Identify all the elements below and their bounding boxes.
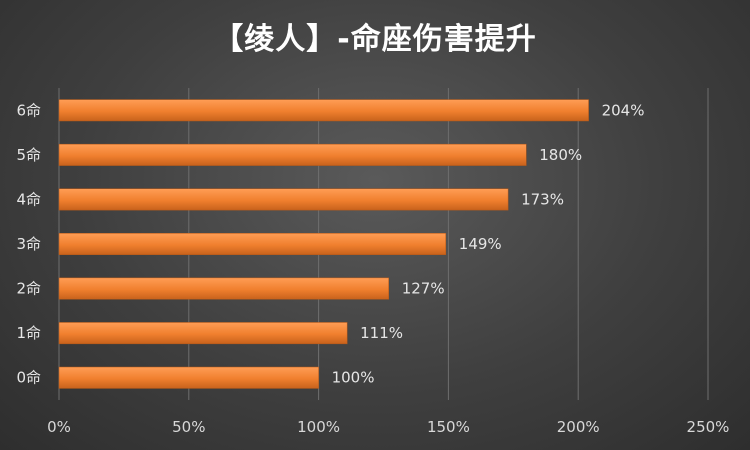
category-label: 3命 [16, 235, 41, 253]
value-label: 149% [459, 235, 502, 253]
x-tick-label: 0% [47, 418, 71, 436]
category-label: 1命 [16, 324, 41, 342]
category-label: 0命 [16, 369, 41, 387]
bar [58, 277, 389, 300]
x-tick-label: 200% [557, 418, 600, 436]
x-tick-label: 250% [687, 418, 730, 436]
category-label: 2命 [16, 280, 41, 298]
x-tick-label: 100% [297, 418, 340, 436]
x-tick-label: 150% [427, 418, 470, 436]
value-label: 173% [521, 190, 564, 208]
value-label: 127% [402, 280, 445, 298]
value-label: 111% [360, 324, 403, 342]
x-tick-label: 50% [172, 418, 205, 436]
bar [58, 233, 447, 255]
bar [58, 366, 319, 389]
chart-title: 【绫人】-命座伤害提升 [213, 22, 537, 57]
bar [58, 143, 527, 166]
value-label: 100% [332, 369, 375, 387]
value-label: 180% [539, 146, 582, 164]
bar [58, 99, 589, 122]
category-label: 5命 [16, 146, 41, 164]
bar [58, 322, 348, 345]
category-label: 6命 [16, 101, 41, 119]
bar [58, 188, 509, 211]
category-label: 4命 [16, 190, 41, 208]
value-label: 204% [602, 101, 645, 119]
